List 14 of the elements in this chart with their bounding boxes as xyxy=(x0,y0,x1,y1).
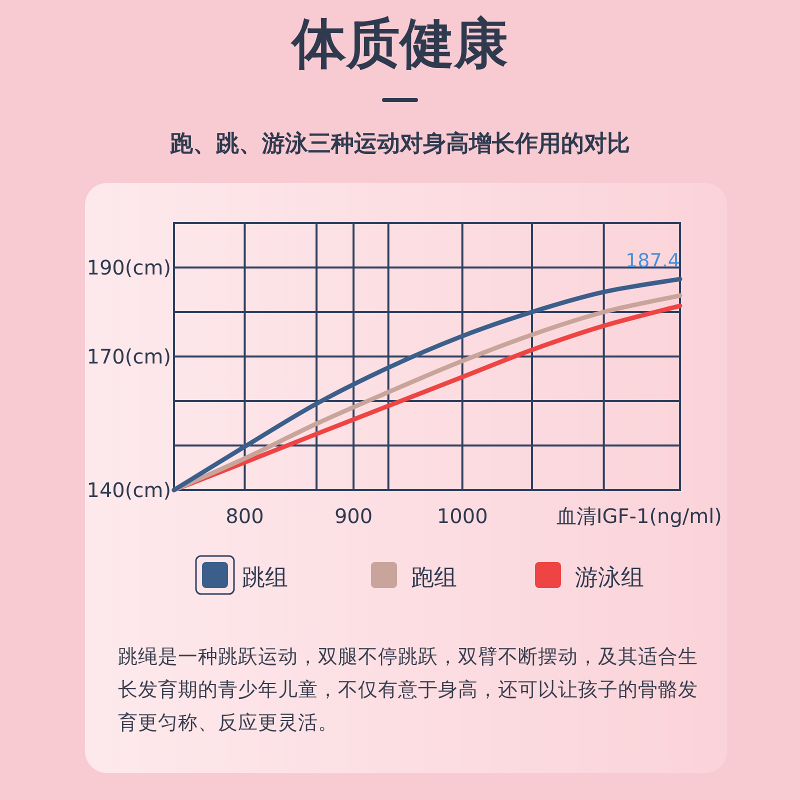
legend-label: 跳组 xyxy=(242,565,288,591)
legend-label: 跑组 xyxy=(411,565,457,591)
x-tick-label: 900 xyxy=(334,504,373,528)
chart-title: 体质健康 xyxy=(290,11,509,77)
x-axis-title: 血清IGF-1(ng/ml) xyxy=(556,504,722,528)
text: 跳绳是一种跳跃运动，双腿不停跳跃，双臂不断摆动，及其适合生长发育期的青少年儿童，不仅有意于身高，还可以让孩子的骨骼发育更匀称、反应更灵活。 xyxy=(118,644,698,736)
x-tick-label: 1000 xyxy=(436,504,488,528)
y-tick-label: 140(cm) xyxy=(86,478,171,502)
x-tick-label: 800 xyxy=(226,504,264,528)
chart-subtitle: 跑、跳、游泳三种运动对身高增长作用的对比 xyxy=(169,130,631,159)
legend-label: 游泳组 xyxy=(575,565,644,591)
y-tick-label: 170(cm) xyxy=(86,344,171,368)
y-tick-label: 190(cm) xyxy=(86,256,171,280)
data-label: 187.4 xyxy=(626,250,680,272)
